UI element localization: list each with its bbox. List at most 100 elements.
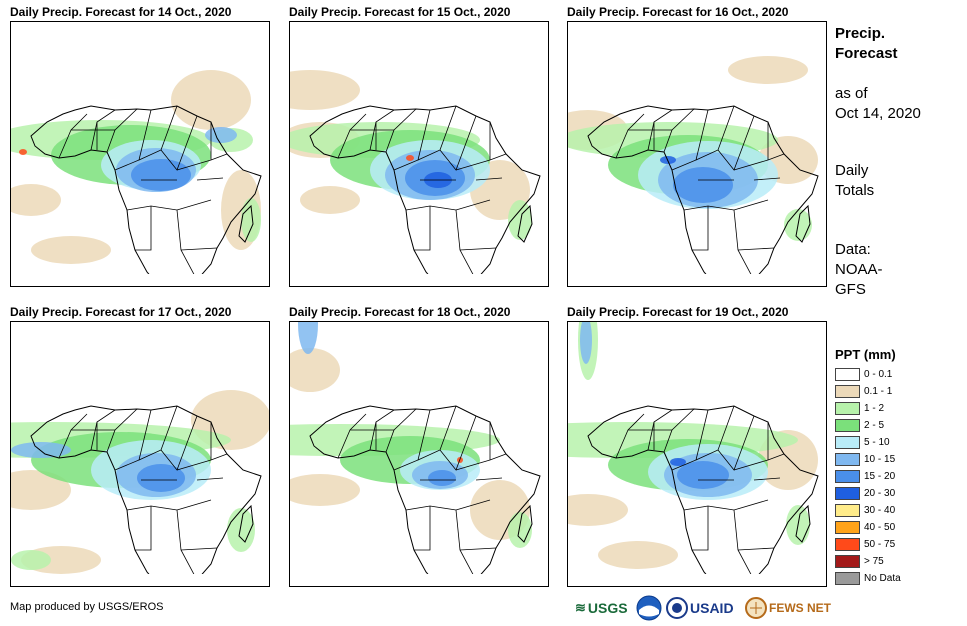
usaid-logo: USAID [666, 594, 734, 622]
legend-item: > 75 [835, 554, 884, 570]
sidebar-totals: Daily Totals [835, 161, 874, 201]
country-border [737, 547, 775, 551]
legend-label: 2 - 5 [864, 420, 885, 431]
sidebar-data-source: Data: NOAA- GFS [835, 240, 883, 300]
asof-line2: Oct 14, 2020 [835, 105, 921, 122]
country-border [393, 409, 431, 471]
legend-title: PPT (mm) [835, 347, 896, 362]
forecast-panel-5: Daily Precip. Forecast for 18 Oct., 2020 [289, 303, 549, 587]
legend-swatch [835, 486, 860, 500]
legend-item: 20 - 30 [835, 486, 895, 502]
precip-area [673, 167, 733, 203]
legend-item: No Data [835, 571, 901, 587]
precip-area [670, 458, 686, 466]
legend-item: 10 - 15 [835, 452, 895, 468]
precip-area [11, 550, 51, 570]
country-border [733, 509, 752, 574]
legend-label: 50 - 75 [864, 539, 896, 550]
legend-swatch [835, 520, 860, 534]
legend-item: 1 - 2 [835, 401, 884, 417]
country-border [414, 206, 431, 251]
precip-area [598, 541, 678, 569]
precip-area [428, 470, 456, 486]
legend-item: 0.1 - 1 [835, 384, 892, 400]
forecast-panel-3: Daily Precip. Forecast for 16 Oct., 2020 [567, 3, 827, 287]
country-border [196, 177, 224, 181]
legend-swatch [835, 469, 860, 483]
legend-label: > 75 [864, 556, 884, 567]
country-border [114, 409, 152, 471]
country-border [126, 499, 212, 511]
country-border [753, 477, 781, 481]
country-border [459, 247, 497, 251]
country-border [455, 209, 474, 274]
map-canvas [11, 70, 262, 274]
madagascar-outline [238, 504, 254, 543]
data-line1: Data: [835, 241, 871, 258]
precip-area [728, 56, 808, 84]
totals-line1: Daily [835, 162, 869, 179]
country-border [405, 499, 491, 511]
panel-title: Daily Precip. Forecast for 14 Oct., 2020 [10, 5, 232, 19]
precip-map [289, 21, 549, 287]
country-border [733, 209, 752, 274]
precip-map [10, 321, 270, 587]
country-border [393, 109, 431, 171]
data-line2: NOAA- [835, 261, 883, 278]
country-border [176, 509, 195, 574]
country-border [671, 109, 709, 171]
country-border [180, 247, 218, 251]
country-border [180, 547, 218, 551]
fewsnet-logo-text: FEWS NET [769, 601, 831, 615]
country-border [671, 409, 709, 471]
country-border [196, 477, 224, 481]
map-canvas [11, 390, 269, 574]
legend-item: 0 - 0.1 [835, 367, 892, 383]
precip-area [241, 198, 261, 242]
madagascar-outline [795, 504, 811, 543]
legend-swatch [835, 571, 860, 585]
precip-area [300, 186, 360, 214]
fewsnet-logo: FEWS NET [745, 594, 831, 622]
totals-line2: Totals [835, 182, 875, 199]
noaa-logo [636, 594, 662, 622]
precip-map [289, 321, 549, 587]
precip-area [580, 322, 592, 364]
madagascar-outline [517, 504, 533, 543]
usaid-seal-icon [666, 597, 688, 619]
precip-map [10, 21, 270, 287]
panel-title: Daily Precip. Forecast for 17 Oct., 2020 [10, 305, 232, 319]
usaid-logo-text: USAID [690, 600, 734, 616]
country-border [475, 177, 503, 181]
legend-item: 2 - 5 [835, 418, 884, 434]
country-border [683, 199, 769, 211]
panel-title: Daily Precip. Forecast for 15 Oct., 2020 [289, 5, 511, 19]
country-border [135, 506, 152, 551]
precip-area [171, 70, 251, 130]
forecast-panel-1: Daily Precip. Forecast for 14 Oct., 2020 [10, 3, 270, 287]
precip-area [11, 470, 71, 510]
legend-swatch [835, 537, 860, 551]
country-border [126, 199, 212, 211]
country-border [414, 506, 431, 551]
precip-area [131, 159, 191, 191]
country-border [405, 199, 491, 211]
legend-swatch [835, 452, 860, 466]
country-border [135, 206, 152, 251]
precip-area [11, 442, 71, 458]
precip-area [290, 474, 360, 506]
sidebar-asof: as of Oct 14, 2020 [835, 84, 921, 124]
credit-text: Map produced by USGS/EROS [10, 601, 164, 613]
usgs-logo: ≋ USGS [575, 600, 628, 616]
legend-swatch [835, 435, 860, 449]
usgs-logo-text: USGS [587, 600, 628, 616]
legend-label: 1 - 2 [864, 403, 885, 414]
country-border [753, 177, 781, 181]
precip-area [31, 236, 111, 264]
legend-item: 40 - 50 [835, 520, 895, 536]
precip-area [568, 494, 628, 526]
legend-label: 5 - 10 [864, 437, 890, 448]
precip-area [19, 149, 27, 155]
legend-label: 0.1 - 1 [864, 386, 893, 397]
precip-area [508, 512, 532, 548]
